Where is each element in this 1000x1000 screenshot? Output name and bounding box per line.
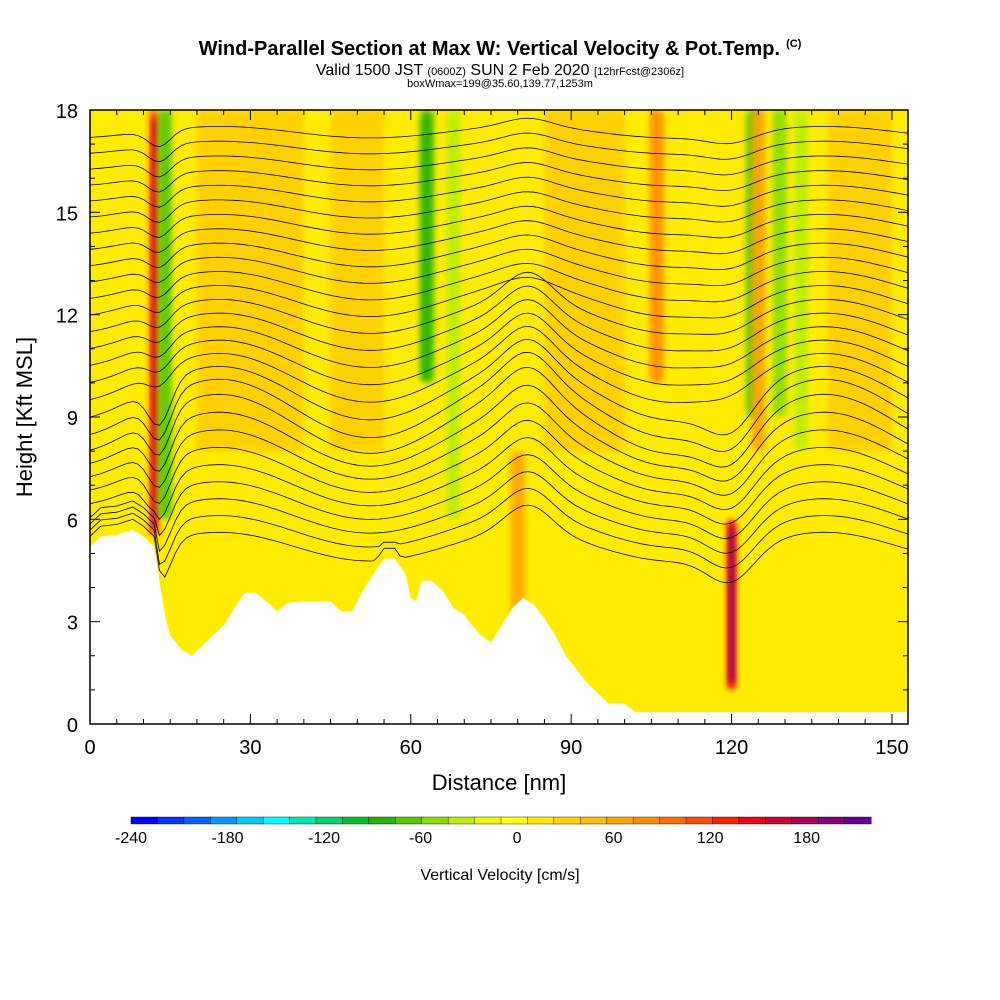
theta-contour [90, 191, 908, 223]
colorbar-title: Vertical Velocity [cm/s] [420, 867, 579, 884]
colorbar-swatch [236, 816, 264, 825]
axes: 0 30 60 90 120 150 0 3 6 9 12 15 18 [56, 101, 909, 759]
y-axis-label: Height [Kft MSL] [12, 337, 37, 497]
colorbar-swatch [765, 816, 793, 825]
y-tick-label: 6 [67, 510, 78, 532]
colorbar-swatch [685, 816, 713, 825]
theta-contour [90, 220, 908, 255]
theta-contour [90, 312, 908, 386]
colorbar-swatch [474, 816, 502, 825]
colorbar-swatch [262, 816, 291, 825]
y-tick-label: 3 [67, 613, 78, 635]
theta-contour [90, 117, 908, 148]
colorbar-swatch [210, 816, 238, 825]
theta-contour [90, 504, 908, 584]
colorbar-swatch [659, 816, 687, 825]
theta-contour [90, 366, 908, 468]
w-feature-1 [157, 110, 172, 520]
w-band-upper [196, 110, 304, 452]
w-feature-8 [751, 110, 766, 452]
theta-contour [90, 276, 908, 319]
theta-contour [90, 384, 908, 482]
colorbar-swatch [421, 816, 449, 825]
colorbar-tick-label: 120 [697, 830, 724, 847]
chart-box-info: boxWmax=199@35.60,139.77,1253m [407, 78, 593, 90]
theta-contour [90, 419, 908, 511]
x-tick-label: 120 [715, 737, 748, 759]
colorbar-swatch [500, 816, 528, 825]
y-tick-label: 12 [56, 306, 78, 328]
w-core-6 [729, 527, 735, 682]
x-tick-label: 150 [875, 737, 908, 759]
theta-contour [90, 299, 908, 369]
colorbar-swatch [395, 816, 423, 825]
chart-title: Wind-Parallel Section at Max W: Vertical… [198, 38, 802, 60]
theta-contour [90, 132, 908, 163]
colorbar-swatch [632, 816, 661, 825]
colorbar-swatch [342, 816, 370, 825]
x-axis-label: Distance [nm] [432, 770, 567, 795]
colorbar-swatch [553, 816, 581, 825]
w-feature-5 [649, 110, 664, 383]
colorbar-tick-label: 180 [793, 830, 820, 847]
colorbar-tick-label: 60 [605, 830, 623, 847]
theta-contour [90, 454, 908, 540]
theta-contour [90, 205, 908, 239]
terrain-mask [90, 529, 908, 724]
colorbar-swatch [368, 816, 396, 825]
title-units-tag: (C) [786, 38, 802, 51]
colorbar-tick-label: -240 [115, 830, 147, 847]
colorbar-swatch [527, 816, 555, 825]
theta-contour [90, 338, 908, 436]
colorbar-swatch [738, 816, 766, 825]
theta-contour [90, 176, 908, 208]
colorbar-swatch [157, 816, 185, 825]
y-tick-label: 0 [67, 715, 78, 737]
colorbar-tick-label: 0 [513, 830, 522, 847]
colorbar-tick-label: -60 [409, 830, 432, 847]
colorbar-tick-label: -120 [308, 830, 340, 847]
theta-contour [90, 471, 908, 554]
x-tick-label: 90 [560, 737, 582, 759]
w-feature-2 [419, 110, 434, 383]
chart-subtitle: Valid 1500 JST (0600Z) SUN 2 Feb 2020 [1… [315, 62, 685, 79]
y-tick-label: 18 [56, 101, 78, 123]
colorbar-swatch [315, 816, 343, 825]
colorbar-swatch [447, 816, 476, 825]
colorbar-swatch [130, 816, 158, 825]
colorbar-swatch [580, 816, 608, 825]
w-feature-10 [794, 110, 809, 452]
colorbar-swatch [712, 816, 740, 825]
theta-contour [90, 262, 908, 303]
theta-contour [90, 437, 908, 525]
w-band-upper [544, 110, 625, 452]
theta-contour [90, 162, 908, 193]
x-tick-label: 0 [84, 737, 95, 759]
theta-contour [90, 234, 908, 270]
colorbar-swatch [183, 816, 211, 825]
theta-contour [90, 285, 908, 352]
theta-contour [90, 271, 908, 335]
y-tick-label: 15 [56, 203, 78, 225]
colorbar-swatch [791, 816, 819, 825]
theta-contour [90, 402, 908, 496]
theta-contour [90, 147, 908, 178]
theta-contour [90, 325, 908, 404]
x-tick-label: 30 [239, 737, 261, 759]
theta-contour [90, 248, 908, 287]
colorbar-swatch [817, 816, 846, 825]
w-feature-3 [446, 110, 461, 520]
colorbar-tick-label: -180 [212, 830, 244, 847]
theta-contour [90, 487, 908, 569]
x-tick-label: 60 [400, 737, 422, 759]
colorbar-swatch [289, 816, 317, 825]
potential-temperature-contours [90, 117, 908, 584]
theta-contour [90, 351, 908, 453]
colorbar: -240 -180 -120 -60 0 60 120 180 [115, 816, 872, 847]
y-tick-label: 9 [67, 408, 78, 430]
colorbar-swatch [844, 816, 872, 825]
colorbar-swatch [606, 816, 634, 825]
